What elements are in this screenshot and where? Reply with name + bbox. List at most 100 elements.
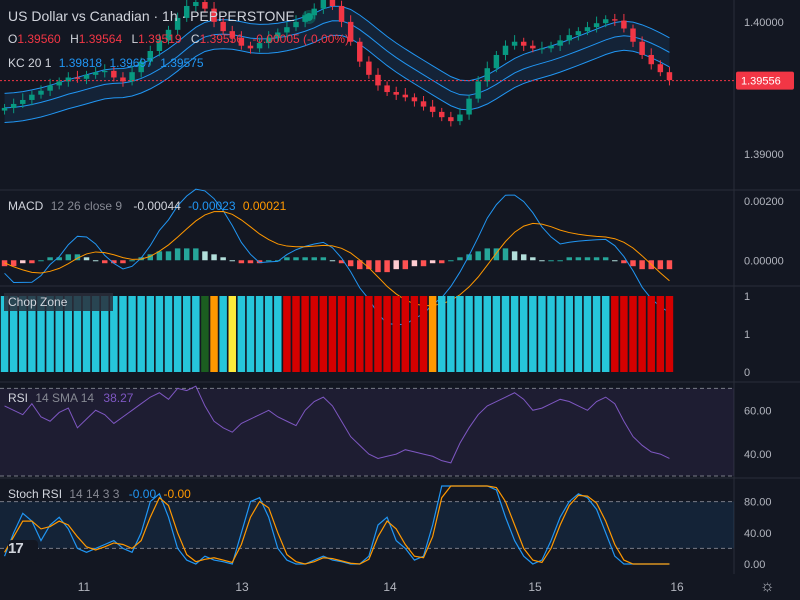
macd-histogram-bar: [666, 260, 673, 270]
chop-zone-bar: [46, 296, 54, 372]
price-axis[interactable]: 1.40000 1.39000 1.39556 0.00200 0.00000 1 1 0 60…: [736, 17, 794, 571]
macd-histogram-bar: [466, 254, 472, 261]
candle: [439, 111, 445, 118]
macd-histogram-bar: [429, 260, 436, 264]
candle: [602, 19, 609, 24]
candle: [83, 74, 90, 79]
candle: [657, 64, 664, 73]
candle: [56, 81, 62, 86]
ohlc-legend: O1.39560 H1.39564 L1.39519 C1.39556 -0.0…: [8, 32, 355, 46]
macd-histogram-bar: [530, 257, 536, 261]
stoch-rsi-name: Stoch RSI: [8, 487, 63, 501]
high-key: H: [70, 32, 79, 46]
chop-zone-bar: [401, 296, 410, 372]
candle: [520, 41, 527, 46]
candle: [111, 70, 117, 78]
chop-zone-bar: [620, 296, 628, 372]
macd-histogram-bar: [83, 257, 90, 261]
chop-zone-bar: [574, 296, 583, 372]
chop-zone-bar: [611, 296, 619, 372]
market-open-icon: [304, 13, 313, 22]
macd-histogram-bar: [630, 260, 636, 267]
candle: [429, 106, 436, 112]
macd-legend[interactable]: MACD 12 26 close 9 -0.00044 -0.00023 0.0…: [8, 199, 286, 213]
rsi-line: [4, 385, 670, 464]
candle: [584, 27, 591, 32]
macd-histogram-bar: [56, 257, 62, 261]
candle: [183, 6, 190, 18]
chop-zone-bar: [374, 296, 382, 372]
high-value: 1.39564: [78, 32, 123, 46]
stoch-d-value: -0.00: [163, 487, 191, 501]
price-candles: [1, 0, 673, 127]
candle: [384, 85, 390, 93]
time-tick-label: 16: [670, 580, 684, 594]
chop-zone-bar: [55, 296, 63, 372]
macd-histogram-bar: [411, 260, 418, 267]
stoch-k-value: -0.00: [128, 487, 157, 501]
macd-histogram-bar: [38, 260, 44, 262]
macd-histogram-bar: [193, 248, 199, 261]
kc-middle-value: 1.39697: [109, 56, 153, 70]
chop-tick-label: 1: [744, 291, 750, 303]
kc-fill: [4, 6, 670, 123]
tradingview-logo[interactable]: 17: [8, 540, 38, 562]
time-axis[interactable]: 11 13 14 15 16: [78, 580, 684, 594]
candle: [238, 37, 245, 46]
macd-histogram-bar: [639, 260, 645, 270]
candle: [147, 51, 154, 62]
candle: [329, 0, 336, 6]
candle: [457, 114, 463, 122]
chop-zone-bar: [228, 296, 236, 372]
candle: [92, 72, 99, 75]
chop-zone-bar: [656, 296, 665, 372]
macd-histogram-bar: [657, 260, 664, 270]
chop-zone-bar: [137, 296, 145, 372]
chop-zone-bar: [647, 296, 655, 372]
rsi-band: [0, 388, 734, 476]
macd-pane: [1, 188, 673, 326]
candle: [338, 6, 345, 22]
candle: [621, 20, 627, 29]
candle: [466, 98, 472, 115]
chop-zone-bar: [365, 296, 373, 372]
price-tick-label: 1.39000: [744, 149, 784, 161]
chop-zone-bar: [410, 296, 419, 372]
candle: [38, 90, 44, 95]
chop-zone-bar: [301, 296, 309, 372]
chop-zone-bar: [438, 296, 446, 372]
current-price-badge: [736, 71, 794, 90]
kc-lower-line: [4, 34, 670, 123]
stoch-rsi-legend[interactable]: Stoch RSI 14 14 3 3 -0.00 -0.00: [8, 487, 191, 501]
rsi-pane: [0, 385, 734, 477]
candle: [366, 61, 372, 75]
candle: [593, 23, 600, 28]
macd-histogram-bar: [612, 260, 618, 262]
macd-histogram-bar: [220, 257, 226, 261]
candle: [575, 31, 582, 36]
chop-zone-legend[interactable]: Chop Zone: [4, 293, 114, 311]
macd-histogram-bar: [202, 251, 208, 261]
chop-zone-bar: [356, 296, 364, 372]
symbol-title[interactable]: US Dollar vs Canadian · 1h · PEPPERSTONE: [8, 8, 313, 24]
gear-icon[interactable]: ☼: [760, 578, 775, 595]
macd-histogram-bar: [238, 260, 245, 264]
candle: [493, 54, 500, 69]
macd-histogram-bar: [265, 260, 272, 262]
candle: [20, 99, 26, 104]
rsi-legend[interactable]: RSI 14 SMA 14 38.27: [8, 391, 133, 405]
candle: [120, 77, 126, 82]
pane-separators: [0, 0, 800, 574]
open-key: O: [8, 32, 18, 46]
chop-zone-bar: [73, 296, 82, 372]
macd-params: 12 26 close 9: [50, 199, 123, 213]
candle: [275, 32, 281, 38]
candle: [293, 21, 299, 28]
kc-lower-value: 1.39575: [160, 56, 204, 70]
macd-histogram-bar: [129, 260, 135, 262]
macd-histogram-bar: [65, 254, 72, 261]
macd-histogram-bar: [320, 257, 327, 261]
kc-legend[interactable]: KC 20 1 1.39818 1.39697 1.39575: [8, 56, 204, 70]
chop-zone-bar: [82, 296, 91, 372]
